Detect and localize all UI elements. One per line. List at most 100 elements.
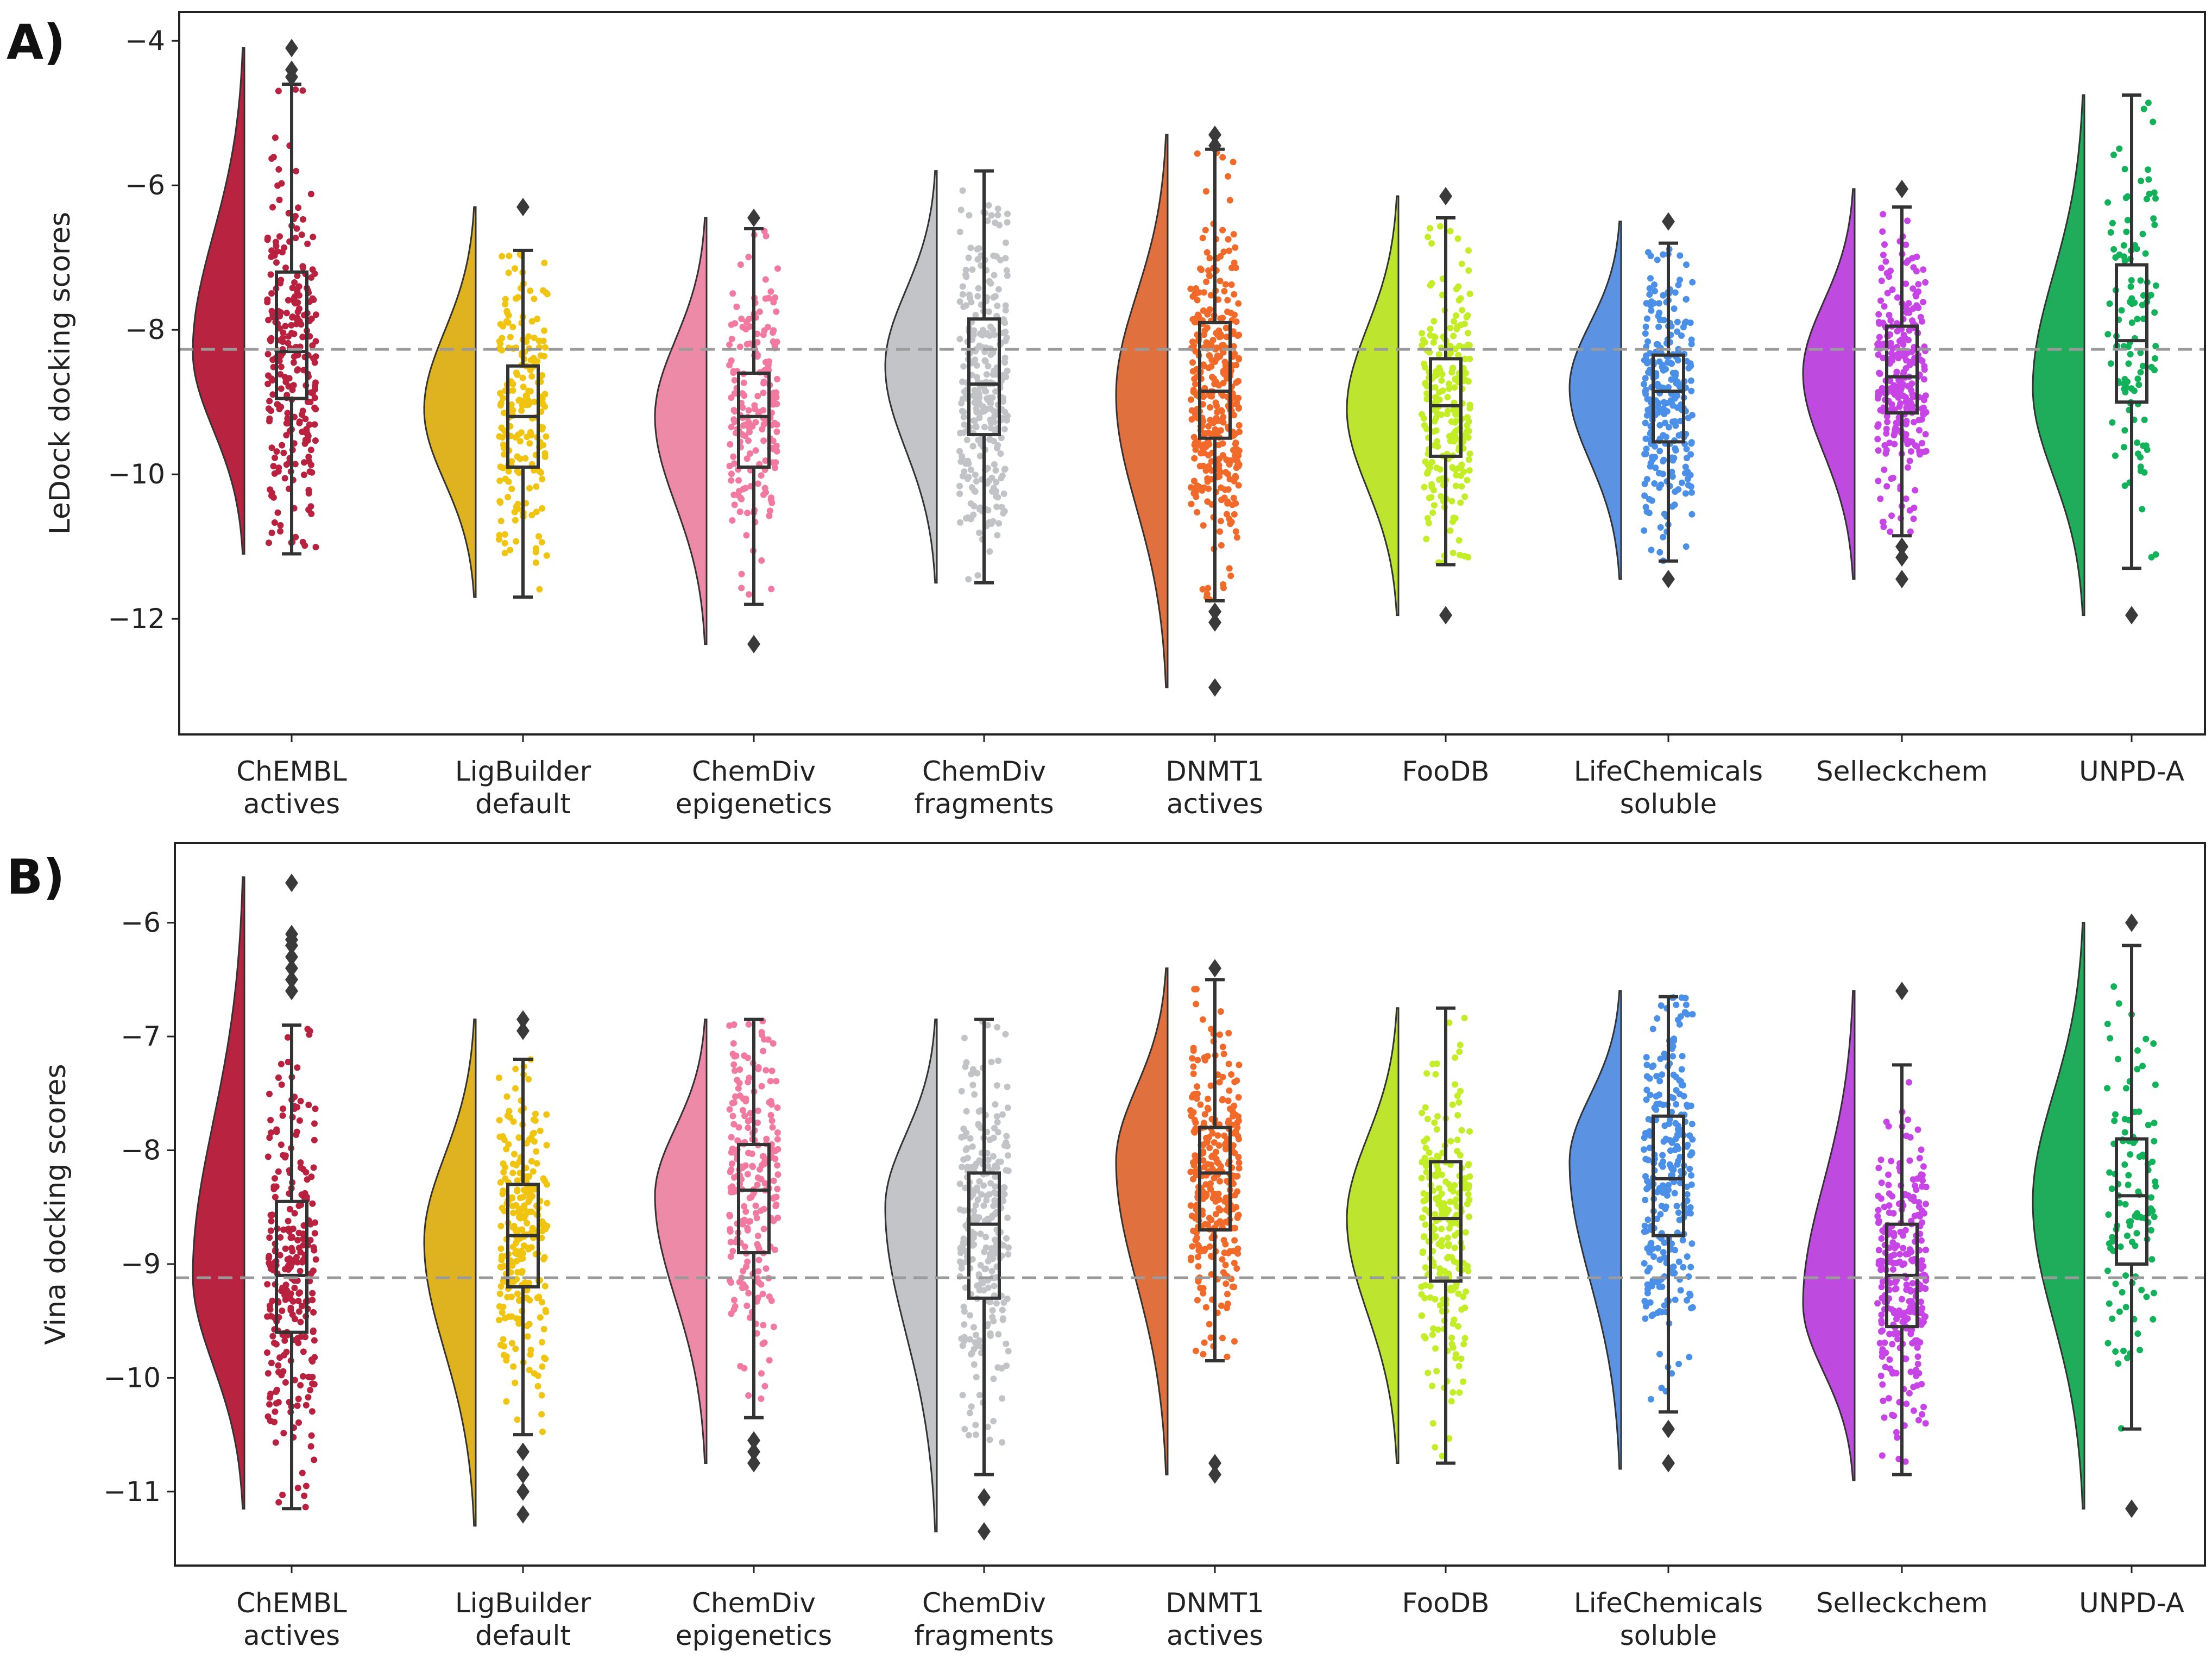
data-point xyxy=(731,501,738,508)
data-point xyxy=(285,383,292,390)
data-point xyxy=(1219,227,1226,234)
data-point xyxy=(1643,1061,1650,1069)
data-point xyxy=(289,1311,296,1318)
data-point xyxy=(520,1242,527,1249)
data-point xyxy=(1435,351,1442,358)
data-point xyxy=(1459,307,1466,313)
data-point xyxy=(1894,294,1901,301)
data-point xyxy=(988,419,994,426)
data-point xyxy=(502,296,509,303)
data-point xyxy=(512,517,519,524)
data-point xyxy=(311,421,318,428)
data-point xyxy=(745,254,752,261)
data-point xyxy=(1464,312,1471,319)
data-point xyxy=(2134,1210,2140,1217)
data-point xyxy=(1643,445,1650,453)
data-point xyxy=(297,1382,304,1388)
data-point xyxy=(767,288,774,295)
data-point xyxy=(1422,364,1428,371)
data-point xyxy=(1643,1096,1650,1103)
data-point xyxy=(1643,412,1650,419)
data-point xyxy=(268,530,275,536)
data-point xyxy=(1682,470,1688,476)
data-point xyxy=(1215,1205,1222,1212)
data-point xyxy=(1672,1247,1679,1254)
data-point xyxy=(528,318,535,325)
data-point xyxy=(1454,235,1461,242)
data-point xyxy=(2128,319,2135,326)
data-point xyxy=(505,1141,512,1148)
data-point xyxy=(499,253,506,260)
data-point xyxy=(1905,464,1911,471)
data-point xyxy=(975,1271,982,1278)
data-point xyxy=(1192,1236,1199,1243)
data-point xyxy=(280,1430,287,1437)
x-tick-label: soluble xyxy=(1620,788,1717,820)
data-point xyxy=(2110,246,2118,253)
data-point xyxy=(288,330,295,337)
data-point xyxy=(1687,319,1694,326)
data-point xyxy=(541,327,547,334)
data-point xyxy=(1219,1256,1226,1263)
data-point xyxy=(1230,159,1237,166)
data-point xyxy=(959,1342,966,1349)
data-point xyxy=(312,1256,319,1263)
violin-half xyxy=(654,217,708,645)
data-point xyxy=(1199,586,1206,593)
data-point xyxy=(751,405,758,412)
data-point xyxy=(966,212,973,219)
data-point xyxy=(1915,1417,1922,1424)
outlier-marker xyxy=(1439,187,1452,206)
data-point xyxy=(2151,221,2158,228)
data-point xyxy=(500,441,507,448)
data-point xyxy=(1650,1062,1657,1069)
data-point xyxy=(294,1064,301,1071)
data-point xyxy=(1209,337,1217,343)
data-point xyxy=(731,1174,738,1181)
data-point xyxy=(1663,433,1669,441)
data-point xyxy=(1461,1304,1469,1311)
data-point xyxy=(496,1303,503,1310)
data-point xyxy=(1660,1189,1667,1196)
data-point xyxy=(1885,1395,1892,1402)
data-point xyxy=(986,1191,993,1198)
data-point xyxy=(294,1402,301,1409)
data-point xyxy=(1875,311,1882,318)
data-point xyxy=(501,550,508,557)
data-point xyxy=(745,1149,752,1157)
data-point xyxy=(1464,476,1471,483)
data-point xyxy=(1913,293,1920,300)
data-point xyxy=(1653,1278,1660,1285)
data-point xyxy=(497,1245,505,1252)
data-point xyxy=(500,1336,507,1343)
box-iqr xyxy=(737,1143,771,1255)
data-point xyxy=(1189,359,1196,366)
data-point xyxy=(1190,1162,1198,1169)
data-point xyxy=(1224,1353,1231,1360)
data-point xyxy=(1219,1335,1226,1342)
data-point xyxy=(1465,1191,1472,1198)
data-point xyxy=(1890,1308,1898,1315)
data-point xyxy=(294,309,301,316)
data-point xyxy=(1885,1123,1892,1130)
data-point xyxy=(745,1290,752,1297)
data-point xyxy=(2141,469,2148,476)
data-point xyxy=(999,1395,1006,1402)
data-point xyxy=(960,1303,967,1310)
data-point xyxy=(1429,1331,1436,1338)
data-point xyxy=(516,455,524,462)
data-point xyxy=(1219,1073,1226,1080)
data-point xyxy=(760,1047,767,1054)
data-point xyxy=(1875,340,1882,347)
data-point xyxy=(1900,1232,1906,1239)
data-point xyxy=(1642,388,1649,395)
outlier-marker xyxy=(516,1010,530,1029)
y-tick-label: −8 xyxy=(125,314,165,345)
data-point xyxy=(516,1297,522,1304)
data-point xyxy=(972,1339,979,1346)
data-point xyxy=(1672,1120,1679,1127)
data-point xyxy=(1905,257,1912,264)
data-point xyxy=(295,204,302,211)
data-point xyxy=(758,1083,765,1090)
data-point xyxy=(1218,1302,1225,1309)
